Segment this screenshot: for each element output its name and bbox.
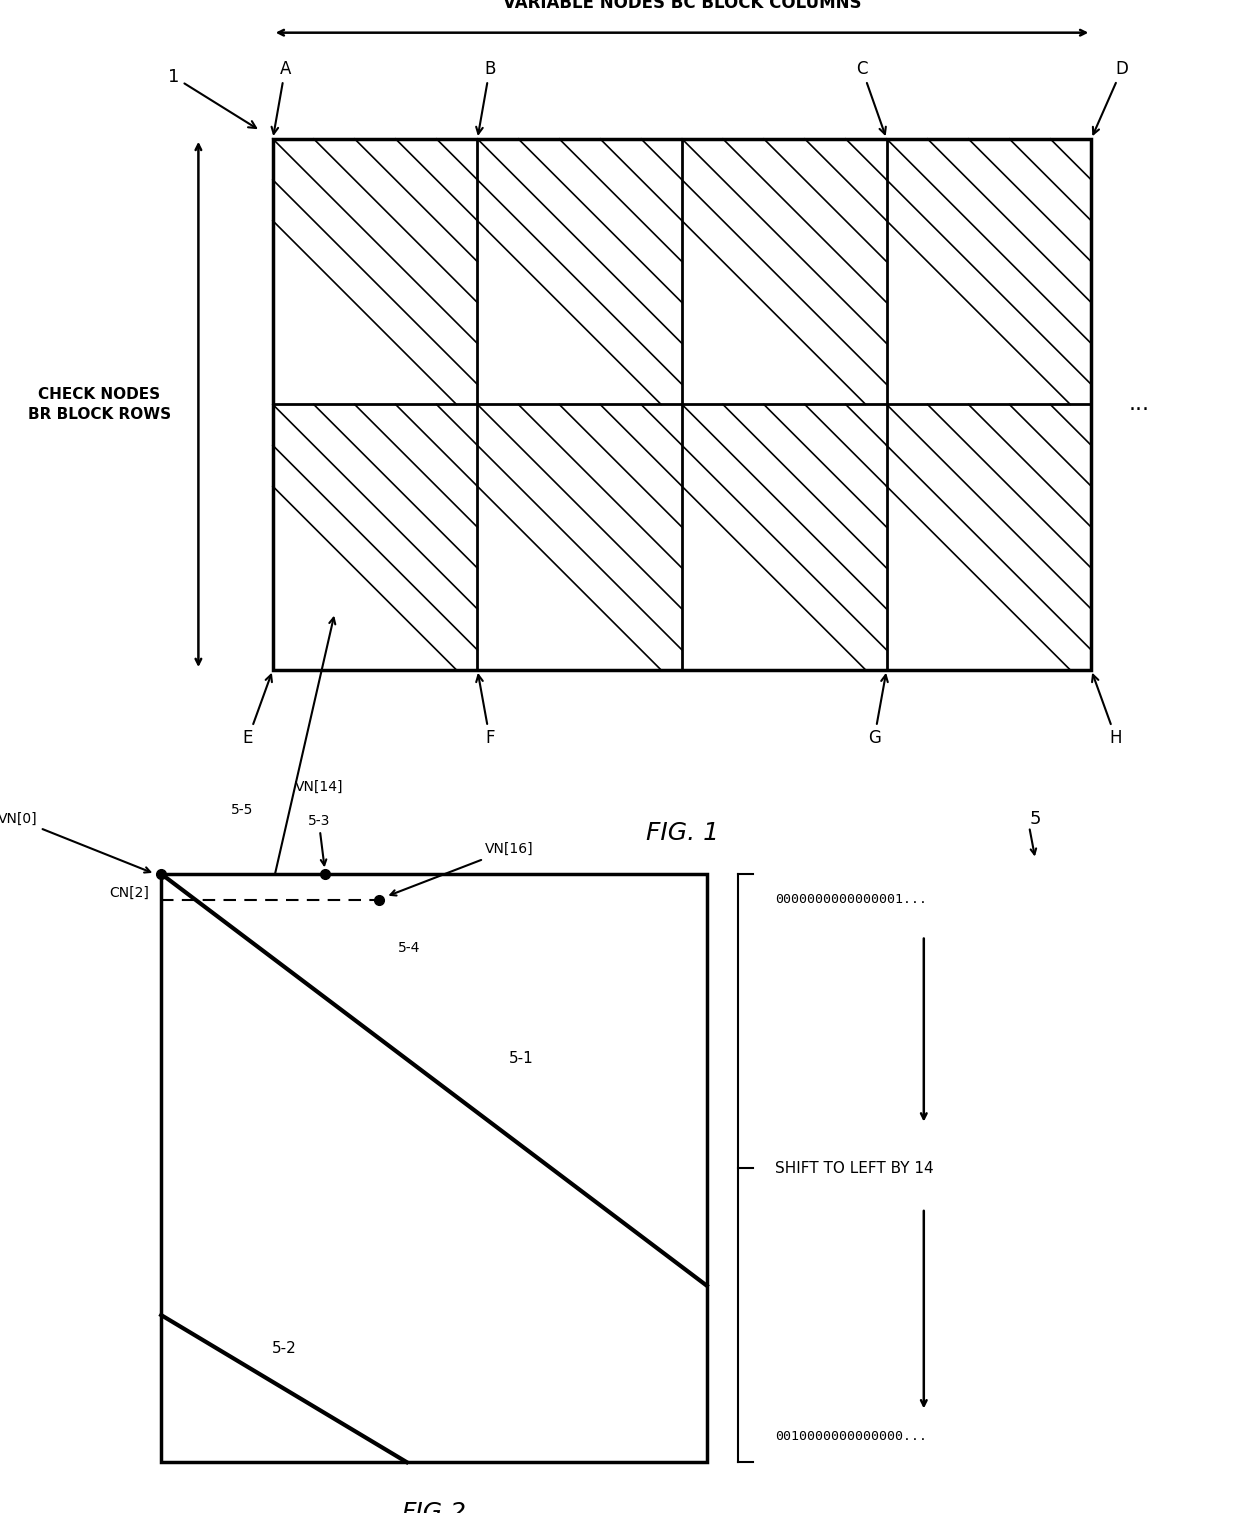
Text: 5-1: 5-1 — [508, 1050, 533, 1065]
Text: D: D — [1092, 59, 1128, 135]
Text: 5-4: 5-4 — [398, 941, 420, 955]
Text: SHIFT TO LEFT BY 14: SHIFT TO LEFT BY 14 — [775, 1160, 934, 1176]
Text: CHECK NODES
BR BLOCK ROWS: CHECK NODES BR BLOCK ROWS — [27, 387, 171, 422]
Text: 5: 5 — [1029, 811, 1040, 829]
Text: 5-3: 5-3 — [308, 814, 330, 865]
Text: B: B — [476, 59, 496, 133]
Text: VN[14]: VN[14] — [294, 781, 343, 794]
Text: 0010000000000000...: 0010000000000000... — [775, 1430, 928, 1443]
Text: VARIABLE NODES BC BLOCK COLUMNS: VARIABLE NODES BC BLOCK COLUMNS — [502, 0, 862, 12]
Text: FIG. 1: FIG. 1 — [646, 822, 718, 846]
Text: CN[2]: CN[2] — [109, 887, 149, 900]
Text: H: H — [1092, 675, 1122, 747]
Text: C: C — [856, 59, 885, 135]
Text: VN[0]: VN[0] — [0, 812, 150, 873]
Text: ZxZ SUB-MATRIX: ZxZ SUB-MATRIX — [198, 617, 335, 935]
Text: ...: ... — [1128, 395, 1149, 415]
Text: 0000000000000001...: 0000000000000001... — [775, 893, 928, 906]
Text: F: F — [476, 675, 495, 747]
Text: G: G — [868, 675, 888, 747]
Text: VN[16]: VN[16] — [391, 843, 533, 896]
Bar — [273, 139, 1091, 670]
Text: 1: 1 — [167, 68, 257, 129]
Text: E: E — [243, 675, 272, 747]
Text: 5-2: 5-2 — [272, 1341, 296, 1356]
Text: 5-5: 5-5 — [231, 803, 253, 817]
Text: A: A — [272, 59, 291, 133]
Bar — [161, 875, 707, 1462]
Text: FIG.2: FIG.2 — [402, 1501, 466, 1513]
